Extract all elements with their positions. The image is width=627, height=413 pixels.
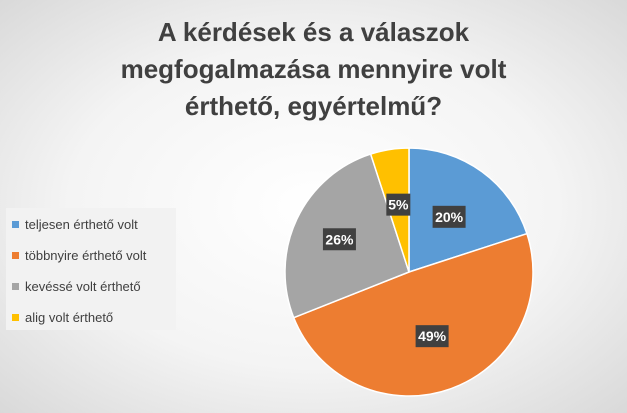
legend-swatch-tobbnyire	[12, 251, 19, 259]
data-label-text-teljesen: 20%	[435, 209, 464, 225]
data-label-kevesse: 26%	[322, 228, 356, 251]
data-label-teljesen: 20%	[432, 205, 466, 228]
legend-item-alig: alig volt érthető	[12, 309, 113, 325]
legend-swatch-teljesen	[12, 220, 19, 228]
legend-label-tobbnyire: többnyire érthető volt	[25, 247, 147, 263]
legend-label-teljesen: teljesen érthető volt	[25, 216, 138, 232]
data-label-box-alig	[386, 193, 411, 216]
chart-title-line-3: érthető, egyértelmű?	[184, 91, 443, 121]
chart-title: A kérdések és a válaszok megfogalmazása …	[0, 14, 627, 125]
data-label-text-tobbnyire: 49%	[418, 328, 447, 344]
data-label-text-kevesse: 26%	[325, 231, 354, 247]
legend-swatch-alig	[12, 313, 19, 321]
data-label-alig: 5%	[386, 193, 411, 216]
legend-swatch-kevesse	[12, 282, 19, 290]
chart-title-line-2: megfogalmazása mennyire volt	[120, 54, 507, 84]
data-label-text-alig: 5%	[388, 197, 409, 213]
pie-slice-tobbnyire	[292, 232, 534, 397]
legend-label-alig: alig volt érthető	[25, 309, 114, 325]
data-label-box-tobbnyire	[415, 325, 449, 348]
legend-label-kevesse: kevéssé volt érthető	[25, 278, 141, 294]
legend-item-teljesen: teljesen érthető volt	[12, 216, 138, 232]
legend-item-kevesse: kevéssé volt érthető	[12, 278, 141, 294]
pie-slice-teljesen	[408, 147, 528, 274]
data-label-box-teljesen	[432, 205, 466, 228]
legend-item-tobbnyire: többnyire érthető volt	[12, 247, 146, 263]
data-label-tobbnyire: 49%	[415, 325, 449, 348]
chart-title-line-1: A kérdések és a válaszok	[157, 17, 470, 47]
data-label-box-kevesse	[322, 228, 356, 251]
legend: teljesen érthető volt többnyire érthető …	[6, 208, 176, 330]
